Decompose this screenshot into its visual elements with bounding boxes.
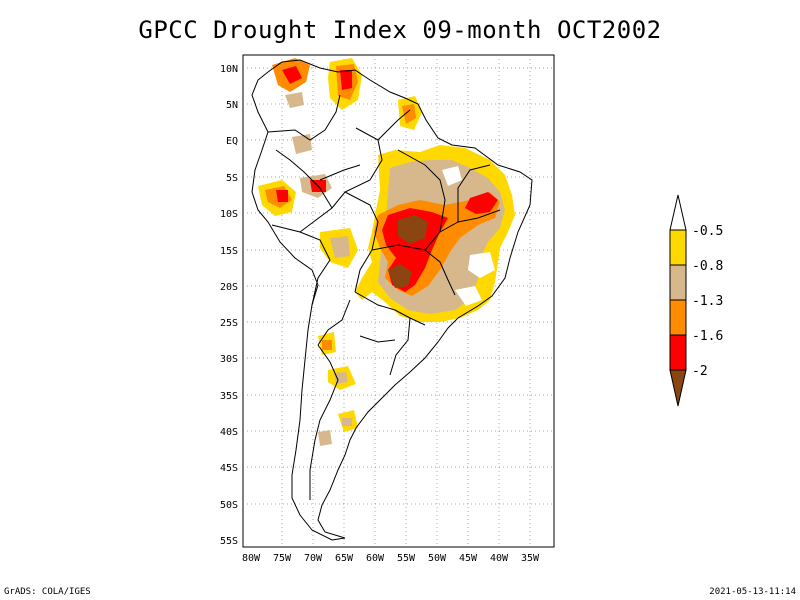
lon-label: 70W (304, 553, 323, 564)
lon-label: 75W (273, 553, 292, 564)
colorbar-label: -2 (692, 364, 708, 379)
drought-shading (258, 58, 515, 446)
lon-label: 60W (366, 553, 385, 564)
lat-label: 25S (220, 318, 238, 329)
lat-label: 30S (220, 354, 238, 365)
footer-timestamp: 2021-05-13-11:14 (709, 587, 796, 597)
map-title: GPCC Drought Index 09-month OCT2002 (138, 16, 662, 44)
colorbar-swatch (669, 229, 687, 266)
colorbar-swatch (669, 299, 687, 336)
colorbar-label: -0.5 (692, 224, 723, 239)
lat-label: 5S (226, 173, 238, 184)
lat-label: 50S (220, 500, 238, 511)
lon-label: 50W (428, 553, 447, 564)
lat-label: 5N (226, 100, 238, 111)
lat-label: 40S (220, 427, 238, 438)
lat-label: 20S (220, 282, 238, 293)
colorbar-label: -1.3 (692, 294, 723, 309)
coastlines (251, 59, 533, 541)
colorbar: -0.5 -0.8 -1.3 -1.6 -2 (669, 194, 723, 407)
lat-label: 55S (220, 536, 238, 547)
colorbar-label: -1.6 (692, 329, 723, 344)
lat-label: 35S (220, 391, 238, 402)
lon-label: 45W (459, 553, 478, 564)
lat-axis: 10N 5N EQ 5S 10S 15S 20S 25S 30S 35S 40S… (220, 64, 238, 547)
lat-label: EQ (226, 136, 238, 147)
footer-credit: GrADS: COLA/IGES (4, 587, 91, 597)
lon-axis: 80W 75W 70W 65W 60W 55W 50W 45W 40W 35W (242, 553, 540, 564)
lon-label: 55W (397, 553, 416, 564)
colorbar-swatch (669, 334, 687, 371)
lat-label: 15S (220, 246, 238, 257)
lon-label: 35W (521, 553, 540, 564)
lat-label: 10S (220, 209, 238, 220)
lon-label: 40W (490, 553, 509, 564)
lon-label: 80W (242, 553, 261, 564)
colorbar-bottom-arrow (669, 369, 687, 407)
lon-label: 65W (335, 553, 354, 564)
colorbar-top-arrow (669, 194, 687, 231)
lat-label: 10N (220, 64, 238, 75)
lat-label: 45S (220, 463, 238, 474)
colorbar-label: -0.8 (692, 259, 723, 274)
colorbar-swatch (669, 264, 687, 301)
